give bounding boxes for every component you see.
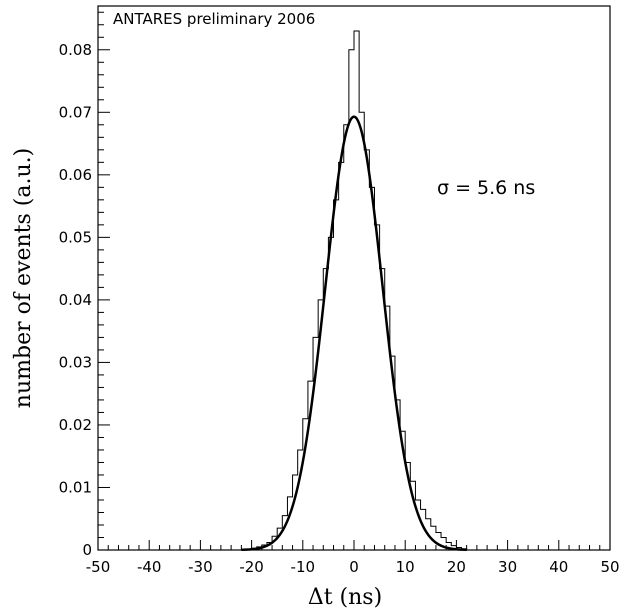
y-tick-label: 0.01 — [59, 478, 92, 496]
watermark-label: ANTARES preliminary 2006 — [113, 10, 315, 28]
x-axis: -50 -40 -30 -20 -10 0 10 20 30 40 50 — [86, 540, 619, 576]
x-tick-label: -40 — [137, 558, 162, 576]
y-axis-title: number of events (a.u.) — [11, 148, 36, 408]
x-tick-label: 50 — [600, 558, 619, 576]
y-tick-label: 0.02 — [59, 416, 92, 434]
y-axis: 0 0.01 0.02 0.03 0.04 0.05 0.06 0.07 0.08 — [59, 11, 110, 559]
x-tick-label: 30 — [498, 558, 517, 576]
x-tick-label: 0 — [349, 558, 359, 576]
x-tick-label: 10 — [396, 558, 415, 576]
y-tick-label: 0.04 — [59, 291, 92, 309]
y-tick-label: 0.08 — [59, 41, 92, 59]
x-axis-title: Δt (ns) — [308, 585, 382, 610]
x-axis-minor-ticks — [107, 545, 601, 550]
y-tick-label: 0.03 — [59, 353, 92, 371]
y-tick-label: 0.05 — [59, 228, 92, 246]
x-tick-label: 40 — [549, 558, 568, 576]
x-tick-label: -10 — [291, 558, 316, 576]
y-tick-label: 0.07 — [59, 103, 92, 121]
sigma-annotation: σ = 5.6 ns — [437, 177, 535, 199]
histogram-series — [251, 30, 468, 550]
gaussian-fit-curve — [241, 115, 467, 552]
x-tick-label: 20 — [447, 558, 466, 576]
y-tick-label: 0 — [82, 541, 92, 559]
plot-frame — [97, 5, 611, 551]
x-tick-label: -20 — [239, 558, 264, 576]
x-tick-label: -30 — [188, 558, 213, 576]
x-tick-label: -50 — [86, 558, 111, 576]
y-tick-label: 0.06 — [59, 166, 92, 184]
